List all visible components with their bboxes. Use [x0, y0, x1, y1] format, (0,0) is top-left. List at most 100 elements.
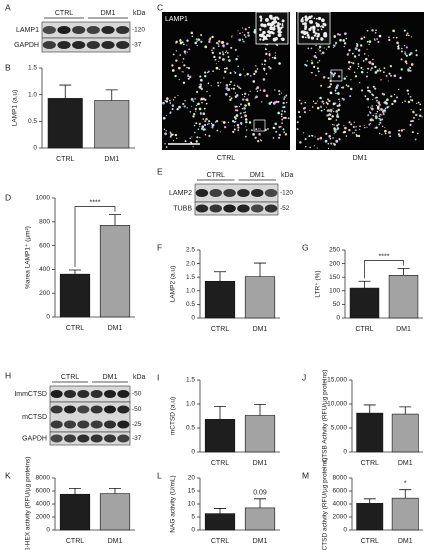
panel-letter: G: [302, 242, 309, 252]
significance-label: *: [404, 481, 407, 488]
lysosome-dot: [416, 132, 419, 135]
lysosome-dot: [314, 102, 316, 105]
inset-dot: [318, 17, 321, 20]
y-tick-label: 2000: [36, 514, 51, 521]
lysosome-dot: [378, 103, 381, 106]
lysosome-dot: [192, 100, 195, 103]
lysosome-dot: [350, 123, 353, 126]
lysosome-dot: [336, 128, 338, 131]
lysosome-dot: [243, 34, 246, 36]
lysosome-dot: [215, 41, 219, 45]
y-tick-label: 0.5: [28, 118, 37, 125]
micrograph-image: [162, 11, 290, 150]
inset-dot: [262, 31, 266, 35]
lysosome-dot: [397, 47, 400, 50]
lysosome-dot: [175, 50, 178, 52]
panel-letter: C: [157, 2, 163, 12]
lysosome-dot: [382, 113, 385, 116]
lysosome-dot: [316, 100, 318, 102]
lysosome-dot: [165, 115, 167, 117]
lysosome-dot: [304, 101, 307, 104]
x-tick-label: DM1: [108, 538, 123, 545]
lysosome-dot: [364, 95, 367, 98]
lysosome-dot: [262, 89, 266, 93]
lysosome-dot: [327, 45, 330, 48]
lysosome-dot: [268, 53, 271, 56]
x-tick-label: DM1: [108, 325, 123, 332]
lysosome-dot: [202, 112, 206, 116]
lysosome-dot: [419, 103, 422, 106]
lysosome-dot: [326, 98, 329, 101]
x-tick-label: DM1: [396, 326, 411, 333]
lysosome-dot: [274, 89, 276, 91]
lysosome-dot: [210, 122, 213, 125]
lysosome-dot: [245, 135, 247, 138]
y-tick-label: 2.0: [186, 260, 195, 267]
panel-letter: K: [5, 470, 11, 480]
lysosome-dot: [334, 102, 337, 105]
lysosome-dot: [359, 82, 361, 84]
lysosome-dot: [247, 31, 250, 34]
inset-dot: [281, 24, 284, 27]
inset-dot: [321, 18, 325, 23]
lysosome-dot: [238, 38, 242, 42]
error-bar: [254, 404, 266, 416]
lysosome-dot: [372, 58, 374, 61]
lysosome-dot: [193, 124, 196, 127]
lysosome-dot: [308, 135, 311, 138]
inset-dot: [303, 32, 306, 36]
blot-band: [116, 26, 130, 34]
row-label: LAMP2: [169, 190, 192, 197]
lysosome-dot: [371, 105, 373, 107]
lysosome-dot: [356, 43, 359, 47]
stain-label: LAMP1: [165, 16, 188, 23]
inset-dot: [301, 35, 305, 39]
lysosome-dot: [171, 107, 174, 111]
inset-dot: [306, 33, 310, 37]
lysosome-dot: [249, 75, 252, 77]
lysosome-dot: [214, 59, 216, 61]
lysosome-dot: [226, 42, 229, 46]
inset-dot: [267, 30, 271, 34]
lysosome-dot: [329, 113, 332, 116]
lysosome-dot: [169, 131, 172, 134]
lysosome-dot: [311, 134, 314, 137]
lysosome-dot: [375, 126, 378, 129]
lysosome-dot: [389, 135, 392, 138]
lysosome-dot: [409, 66, 412, 69]
kda-marker: -50: [132, 406, 142, 413]
lysosome-dot: [193, 131, 196, 134]
lysosome-dot: [182, 71, 184, 73]
lysosome-dot: [378, 132, 381, 135]
lysosome-dot: [332, 46, 335, 48]
x-tick-label: CTRL: [56, 156, 74, 163]
lysosome-dot: [313, 54, 317, 58]
lysosome-dot: [264, 48, 267, 51]
lysosome-dot: [322, 75, 326, 79]
lysosome-dot: [418, 114, 422, 118]
lysosome-dot: [169, 99, 171, 102]
inset-dot: [303, 22, 307, 26]
lysosome-dot: [329, 83, 333, 86]
lysosome-dot: [182, 58, 185, 60]
lysosome-dot: [282, 101, 285, 105]
lysosome-dot: [353, 132, 356, 134]
lysosome-dot: [259, 139, 262, 141]
lysosome-dot: [272, 126, 275, 129]
lysosome-dot: [320, 109, 323, 112]
lysosome-dot: [390, 95, 393, 98]
lysosome-dot: [371, 117, 373, 119]
error-bar: [363, 498, 376, 504]
bar: [99, 225, 131, 318]
lysosome-dot: [182, 102, 185, 106]
lysosome-dot: [371, 107, 374, 111]
x-tick-label: CTRL: [66, 538, 84, 545]
lysosome-dot: [311, 60, 313, 62]
lysosome-dot: [374, 115, 378, 119]
lysosome-dot: [211, 51, 214, 54]
lysosome-dot: [397, 44, 399, 46]
lysosome-dot: [331, 123, 334, 126]
lysosome-dot: [349, 65, 352, 68]
lysosome-dot: [221, 120, 223, 122]
lysosome-dot: [207, 122, 209, 124]
